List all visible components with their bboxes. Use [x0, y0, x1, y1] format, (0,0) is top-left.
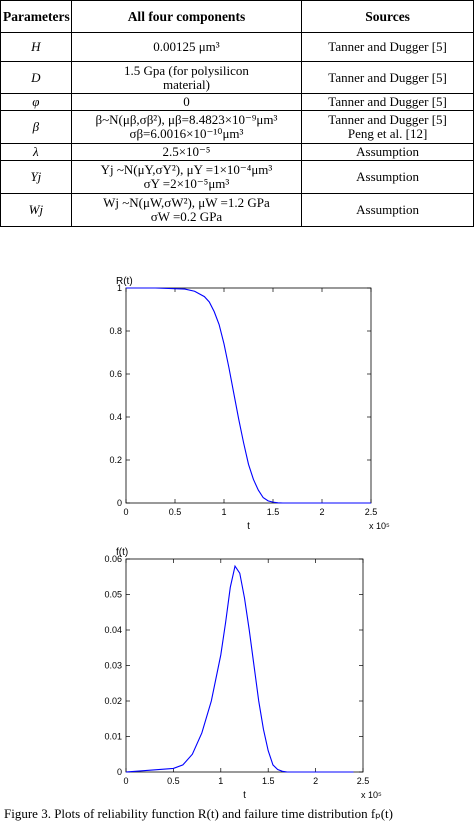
value-line: Wj ~N(μW,σW²), μW =1.2 GPa: [103, 195, 270, 210]
table-row: D 1.5 Gpa (for polysilicon material) Tann…: [0, 61, 474, 94]
value-cell: Yj ~N(μY,σY²), μY =1×10⁻⁴μm³ σY =2×10⁻⁵μm…: [70, 160, 303, 194]
y-tick-label: 0.04: [104, 625, 122, 635]
param-cell: Yj: [0, 160, 72, 194]
y-tick-label: 0.06: [104, 554, 122, 564]
source-cell: Tanner and Dugger [5]: [301, 61, 474, 94]
x-tick-label: 2: [313, 776, 318, 786]
x-tick-label: 0.5: [169, 507, 182, 517]
value-cell: 1.5 Gpa (for polysilicon material): [70, 61, 303, 94]
table-row: Yj Yj ~N(μY,σY²), μY =1×10⁻⁴μm³ σY =2×10⁻…: [0, 160, 474, 194]
y-tick-label: 0.02: [104, 696, 122, 706]
source-cell: Tanner and Dugger [5] Peng et al. [12]: [301, 110, 474, 144]
plot-frame: [125, 558, 364, 773]
value-cell: 0: [70, 93, 303, 111]
param-cell: β: [0, 110, 72, 144]
x-tick-label: 1: [221, 507, 226, 517]
failure-density-chart: 0 0.5 1 1.5 2 2.5 0 0.01 0.02 0.03 0.04 0.05 0.06f(t…: [104, 547, 382, 801]
value-line: material): [162, 76, 210, 92]
x-axis-label: t: [243, 790, 246, 801]
parameter-table: Parameters All four components Sources H…: [0, 0, 474, 227]
value-line: Yj ~N(μY,σY²), μY =1×10⁻⁴μm³: [100, 162, 273, 177]
source-cell: Tanner and Dugger [5]: [301, 32, 474, 62]
table-header-row: Parameters All four components Sources: [0, 0, 474, 33]
reliability-chart: 0 0.5 1 1.5 2 2.500.20.40.60.81R(t)t x 10⁵: [109, 276, 390, 532]
table-row: H 0.00125 μm³ Tanner and Dugger [5]: [0, 32, 474, 62]
x-tick-label: 2.5: [365, 507, 378, 517]
x-tick-label: 0: [123, 507, 128, 517]
value-cell: Wj ~N(μW,σW²), μW =1.2 GPa σW =0.2 GPa: [70, 193, 303, 227]
table-row: φ 0 Tanner and Dugger [5]: [0, 93, 474, 111]
y-tick-label: 0.8: [109, 326, 122, 336]
value-cell: 0.00125 μm³: [70, 32, 303, 62]
y-tick-label: 0.03: [104, 661, 122, 671]
x-tick-label: 1: [218, 776, 223, 786]
x-tick-label: 0: [123, 776, 128, 786]
param-cell: H: [0, 32, 72, 62]
x-tick-label: 2: [319, 507, 324, 517]
value-line: σβ=6.0016×10⁻¹⁰μm³: [129, 126, 244, 141]
y-tick-label: 0.6: [109, 369, 122, 379]
header-sources: Sources: [301, 0, 474, 33]
value-line: σY =2×10⁻⁵μm³: [143, 176, 230, 191]
figure-caption: Figure 3. Plots of reliability function …: [4, 806, 393, 821]
plot-frame: [125, 287, 372, 504]
source-cell: Assumption: [301, 143, 474, 161]
value-cell: 2.5×10⁻⁵: [70, 143, 303, 161]
y-tick-label: 0.2: [109, 455, 122, 465]
series-line: [125, 564, 354, 773]
table-row: λ 2.5×10⁻⁵ Assumption: [0, 143, 474, 161]
x-axis-multiplier: x 10⁵: [361, 790, 382, 800]
x-tick-label: 1.5: [267, 507, 280, 517]
value-cell: β~N(μβ,σβ²), μβ=8.4823×10⁻⁹μm³ σβ=6.0016×…: [70, 110, 303, 144]
source-line: Tanner and Dugger [5]: [328, 112, 447, 127]
param-cell: λ: [0, 143, 72, 161]
table-row: Wj Wj ~N(μW,σW²), μW =1.2 GPa σW =0.2 GPa…: [0, 193, 474, 227]
param-cell: φ: [0, 93, 72, 111]
source-cell: Assumption: [301, 160, 474, 194]
x-tick-label: 2.5: [357, 776, 370, 786]
source-line: Peng et al. [12]: [347, 126, 428, 141]
y-tick-label: 1: [117, 283, 122, 293]
param-cell: D: [0, 61, 72, 94]
x-tick-label: 1.5: [262, 776, 275, 786]
header-components: All four components: [70, 0, 303, 33]
series-line: [126, 287, 371, 504]
chart-title: R(t): [116, 276, 133, 287]
value-line: 1.5 Gpa (for polysilicon: [123, 62, 249, 78]
header-parameters: Parameters: [0, 0, 72, 33]
y-tick-label: 0.01: [104, 732, 122, 742]
value-line: σW =0.2 GPa: [150, 209, 223, 224]
param-cell: Wj: [0, 193, 72, 227]
chart-title: f(t): [116, 547, 128, 558]
y-tick-label: 0.05: [104, 590, 122, 600]
y-tick-label: 0: [117, 767, 122, 777]
x-tick-label: 0.5: [167, 776, 180, 786]
table-row: β β~N(μβ,σβ²), μβ=8.4823×10⁻⁹μm³ σβ=6.001…: [0, 110, 474, 144]
y-tick-label: 0: [117, 498, 122, 508]
x-axis-multiplier: x 10⁵: [369, 521, 390, 531]
value-line: β~N(μβ,σβ²), μβ=8.4823×10⁻⁹μm³: [95, 112, 278, 127]
source-cell: Assumption: [301, 193, 474, 227]
y-tick-label: 0.4: [109, 412, 122, 422]
source-cell: Tanner and Dugger [5]: [301, 93, 474, 111]
x-axis-label: t: [247, 521, 250, 532]
